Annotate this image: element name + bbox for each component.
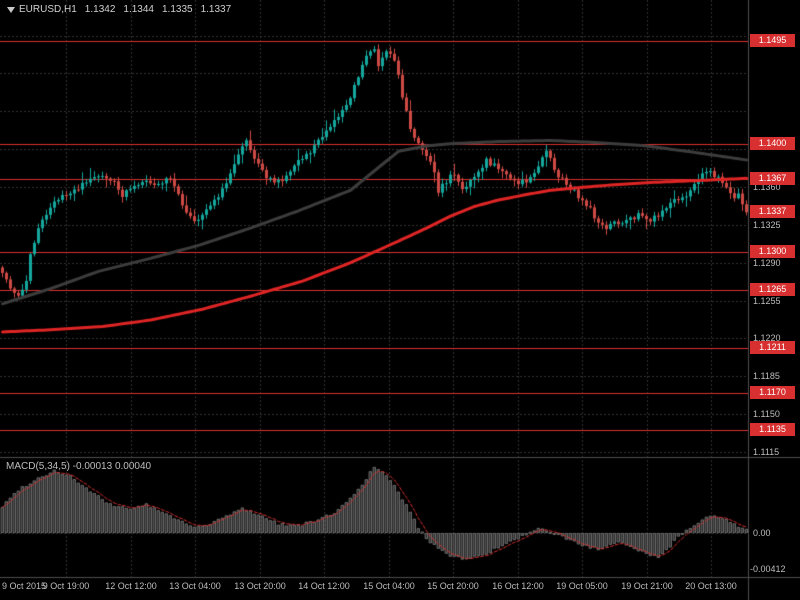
- time-tick-label: 13 Oct 04:00: [169, 581, 221, 591]
- time-tick-label: 16 Oct 12:00: [492, 581, 544, 591]
- time-tick-label: 14 Oct 12:00: [298, 581, 350, 591]
- time-tick-label: 13 Oct 20:00: [234, 581, 286, 591]
- level-price-box: 1.1211: [750, 341, 795, 354]
- time-tick-label: 19 Oct 21:00: [621, 581, 673, 591]
- price-tick-label: 1.1255: [753, 296, 781, 306]
- price-axis[interactable]: 1.1360 1.1325 1.1290 1.1255 1.1220 1.1185 1.11…: [748, 0, 800, 577]
- level-price-box: 1.1300: [750, 245, 795, 258]
- macd-indicator-label: MACD(5,34,5) -0.00013 0.00040: [6, 461, 152, 472]
- price-tick-label: 1.1150: [753, 409, 780, 419]
- time-tick-label: 19 Oct 05:00: [556, 581, 608, 591]
- level-price-box: 1.1495: [750, 34, 795, 47]
- time-axis[interactable]: 9 Oct 2015 9 Oct 19:00 12 Oct 12:00 13 Oct …: [0, 577, 748, 600]
- ohlc-high-value: 1.1344: [123, 4, 154, 15]
- current-price-box: 1.1337: [750, 205, 795, 218]
- level-price-box: 1.1135: [750, 423, 795, 436]
- price-tick-label: 1.1360: [753, 182, 781, 192]
- price-tick-label: 1.1290: [753, 258, 781, 268]
- price-tick-label: 1.1115: [753, 447, 780, 457]
- time-tick-label: 20 Oct 13:00: [685, 581, 737, 591]
- ohlc-low-value: 1.1335: [161, 4, 193, 15]
- ohlc-close-value: 1.1337: [200, 4, 232, 15]
- macd-value-axis[interactable]: 0.00 -0.00412: [748, 457, 800, 577]
- price-tick-label: 1.1220: [753, 333, 781, 343]
- level-price-box: 1.1367: [750, 172, 795, 185]
- symbol-timeframe-label: EURUSD,H1: [19, 4, 77, 15]
- macd-min-label: -0.00412: [750, 564, 786, 574]
- time-tick-label: 9 Oct 19:00: [42, 581, 90, 591]
- time-tick-label: 12 Oct 12:00: [105, 581, 157, 591]
- level-price-box: 1.1400: [750, 137, 795, 150]
- time-tick-label: 9 Oct 2015: [2, 581, 47, 591]
- price-tick-label: 1.1185: [753, 371, 780, 381]
- ohlc-header: EURUSD,H1 1.1342 1.1344 1.1335 1.1337: [19, 4, 231, 15]
- chart-shift-icon: [7, 7, 15, 13]
- ohlc-open-value: 1.1342: [84, 4, 116, 15]
- macd-zero-label: 0.00: [753, 528, 771, 538]
- time-tick-label: 15 Oct 20:00: [427, 581, 479, 591]
- level-price-box: 1.1170: [750, 386, 795, 399]
- level-price-box: 1.1265: [750, 283, 795, 296]
- price-tick-label: 1.1325: [753, 220, 781, 230]
- time-tick-label: 15 Oct 04:00: [363, 581, 415, 591]
